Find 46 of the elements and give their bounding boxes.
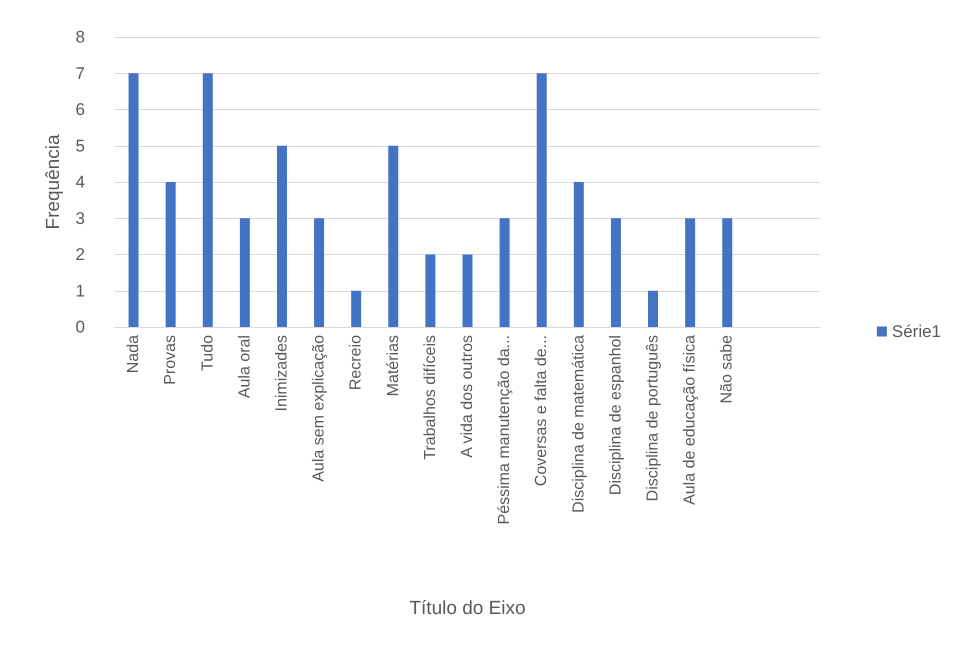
bar	[128, 73, 139, 327]
x-tick-label: Aula oral	[236, 335, 254, 398]
x-tick-label: Inimizades	[273, 335, 290, 412]
x-tick-label: A vida dos outros	[459, 335, 476, 458]
bar	[536, 73, 547, 327]
bar	[351, 290, 362, 327]
bar	[314, 218, 324, 327]
bar	[500, 218, 510, 327]
x-tick-label: Aula de educação física	[682, 334, 699, 505]
bar	[425, 254, 436, 327]
y-tick-label: 6	[76, 100, 85, 119]
bar	[202, 73, 213, 327]
x-tick-label: Nada	[125, 334, 142, 374]
bar	[166, 182, 176, 327]
bar	[574, 182, 584, 327]
bar	[276, 146, 287, 327]
y-tick-label: 2	[76, 245, 85, 264]
y-tick-label: 5	[76, 136, 85, 156]
y-tick-label: 0	[76, 318, 85, 336]
bar	[462, 254, 472, 327]
x-tick-label: Matérias	[384, 335, 402, 396]
bar	[648, 290, 658, 327]
x-tick-label: Coversas e falta de...	[533, 335, 550, 486]
x-axis-title: Título do Eixo	[409, 598, 526, 619]
x-tick-label: Disciplina de matemática	[570, 334, 588, 513]
y-tick-label: 8	[76, 28, 85, 46]
x-tick-label: Disciplina de português	[644, 335, 662, 502]
y-tick-label: 4	[76, 172, 85, 192]
x-tick-label: Disciplina de espanhol	[607, 335, 624, 496]
bar	[610, 218, 621, 327]
y-axis-title: Frequência	[43, 134, 64, 230]
bar	[722, 218, 732, 327]
x-tick-label: Recreio	[348, 334, 365, 390]
x-tick-label: Tudo	[199, 334, 216, 371]
x-tick-label: Péssima manutenção da...	[496, 335, 514, 524]
y-tick-label: 3	[76, 208, 85, 228]
x-tick-label: Aula sem explicação	[310, 334, 328, 482]
x-tick-label: Provas	[162, 335, 180, 385]
bar	[240, 218, 250, 327]
x-tick-label: Não sabe	[718, 334, 736, 404]
x-tick-label: Trabalhos difíceis	[422, 335, 439, 460]
y-tick-label: 1	[76, 281, 85, 300]
bar	[388, 146, 398, 327]
bar	[685, 218, 696, 327]
legend-label: Série1	[892, 322, 941, 341]
y-tick-label: 7	[76, 64, 85, 83]
